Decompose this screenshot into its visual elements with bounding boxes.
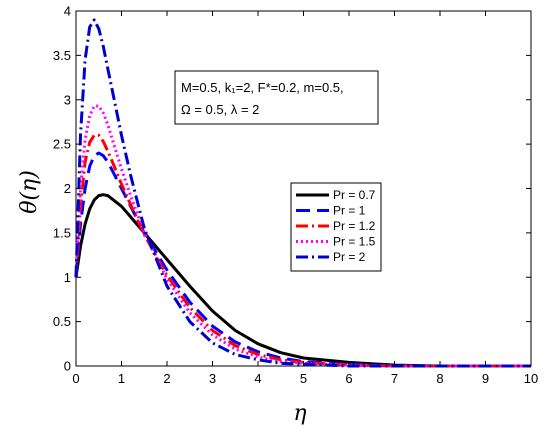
x-tick-label: 5 (300, 371, 307, 386)
y-tick-label: 1.5 (53, 225, 71, 240)
x-tick-label: 10 (524, 371, 538, 386)
x-tick-label: 7 (391, 371, 398, 386)
legend-label-4: Pr = 1.5 (333, 235, 376, 249)
y-tick-label: 0.5 (53, 314, 71, 329)
series-layer (74, 18, 531, 368)
legend: Pr = 0.7 Pr = 1Pr = 1.2 Pr = 1.5Pr = 2 (290, 182, 382, 272)
y-tick-label: 2 (64, 181, 71, 196)
legend-label-2: Pr = 1 (333, 204, 366, 218)
annotation-box (174, 70, 379, 125)
annotation-line-1: M=0.5, k₁=2, F*=0.2, m=0.5, (181, 80, 344, 95)
legend-label-1: Pr = 0.7 (333, 188, 376, 202)
x-tick-label: 4 (254, 371, 261, 386)
x-axis-label: η (293, 401, 306, 426)
annotation-line-2: Ω = 0.5, λ = 2 (181, 102, 259, 117)
legend-label-3: Pr = 1.2 (333, 219, 376, 233)
y-tick-label: 2.5 (53, 137, 71, 152)
series-line-3 (74, 133, 531, 368)
y-tick-label: 4 (64, 4, 71, 19)
legend-label-5: Pr = 2 (333, 250, 366, 264)
y-tick-label: 0 (64, 359, 71, 374)
ticks-layer: 0 1 2 3 4 5 6 7 8 9 10 0 0.5 1 1.5 2 2.5 3 3.5 4 (53, 4, 538, 387)
y-tick-label: 1 (64, 270, 71, 285)
y-axis-label: θ(η) (17, 170, 42, 214)
x-tick-label: 6 (345, 371, 352, 386)
x-tick-label: 2 (163, 371, 170, 386)
parameter-annotation: M=0.5, k₁=2, F*=0.2, m=0.5, Ω = 0.5, λ =… (174, 70, 379, 125)
x-tick-label: 3 (209, 371, 216, 386)
x-tick-label: 1 (118, 371, 125, 386)
y-tick-label: 3.5 (53, 48, 71, 63)
x-tick-label: 9 (482, 371, 489, 386)
y-tick-label: 3 (64, 92, 71, 107)
x-tick-label: 8 (436, 371, 443, 386)
x-tick-label: 0 (72, 371, 79, 386)
